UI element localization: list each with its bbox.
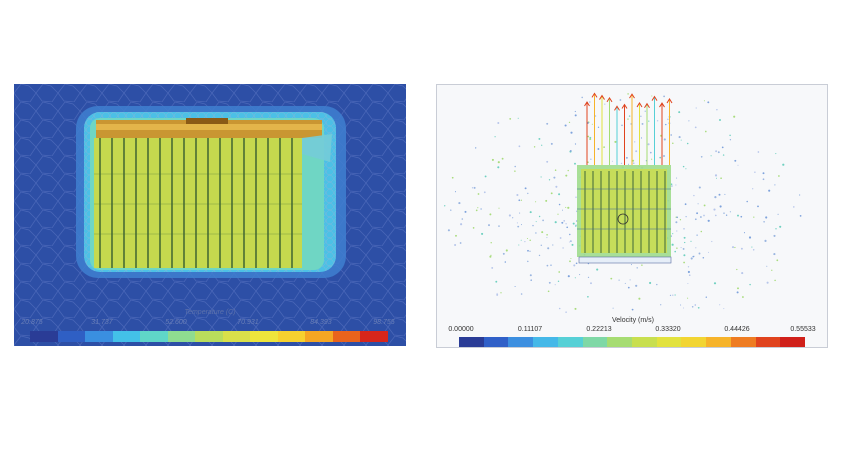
velocity-scale-swatch: [780, 337, 806, 347]
velocity-scale-swatch: [681, 337, 707, 347]
velocity-tick: 0.44426: [724, 326, 750, 333]
velocity-scale-swatch: [656, 337, 682, 347]
temperature-scale-swatch: [360, 331, 388, 342]
temperature-scale-swatch: [112, 331, 141, 342]
temperature-tick: 84.393: [310, 319, 332, 326]
velocity-color-scale: [459, 337, 806, 347]
velocity-scale-swatch: [706, 337, 731, 347]
temperature-tick: 31.737: [91, 319, 113, 326]
velocity-scale-swatch: [632, 337, 657, 347]
velocity-scale-swatch: [607, 337, 633, 347]
temperature-scale-title: Temperature (C): [184, 309, 236, 316]
temperature-scale-swatch: [195, 331, 223, 342]
temperature-field-graphic: [14, 84, 406, 346]
temperature-scale-swatch: [277, 331, 306, 342]
velocity-tick: 0.22213: [586, 326, 612, 333]
temperature-tick: 70.931: [237, 319, 259, 326]
velocity-field-graphic: [437, 85, 827, 347]
temperature-scale-swatch: [140, 331, 168, 342]
temperature-scale-swatch: [250, 331, 278, 342]
temperature-scale-swatch: [332, 331, 361, 342]
velocity-scale-swatch: [483, 337, 509, 347]
temperature-scale-swatch: [305, 331, 333, 342]
temperature-scale-swatch: [57, 331, 86, 342]
temperature-tick: 52.600: [165, 319, 187, 326]
velocity-scale-title: Velocity (m/s): [611, 317, 655, 324]
velocity-scale-swatch: [755, 337, 781, 347]
velocity-tick: 0.33320: [655, 326, 681, 333]
velocity-scale-swatch: [730, 337, 756, 347]
temperature-scale-swatch: [167, 331, 196, 342]
temperature-scale-swatch: [222, 331, 251, 342]
velocity-scale-swatch: [557, 337, 583, 347]
velocity-tick: 0.11107: [517, 326, 543, 333]
temperature-tick: 98.755: [373, 319, 395, 326]
velocity-vector-plot: Velocity (m/s) 0.00000 0.11107 0.22213 0…: [436, 84, 828, 348]
temperature-scale-swatch: [30, 331, 58, 342]
temperature-scale-swatch: [85, 331, 113, 342]
velocity-scale-swatch: [533, 337, 558, 347]
velocity-tick: 0.00000: [448, 326, 474, 333]
velocity-scale-swatch: [508, 337, 534, 347]
temperature-contour-plot: Temperature (C) 20.875 31.737 52.600 70.…: [14, 84, 406, 346]
velocity-tick: 0.55533: [790, 326, 816, 333]
velocity-scale-swatch: [459, 337, 484, 347]
velocity-scale-swatch: [582, 337, 608, 347]
temperature-color-scale: [30, 331, 388, 342]
temperature-tick: 20.875: [21, 319, 43, 326]
